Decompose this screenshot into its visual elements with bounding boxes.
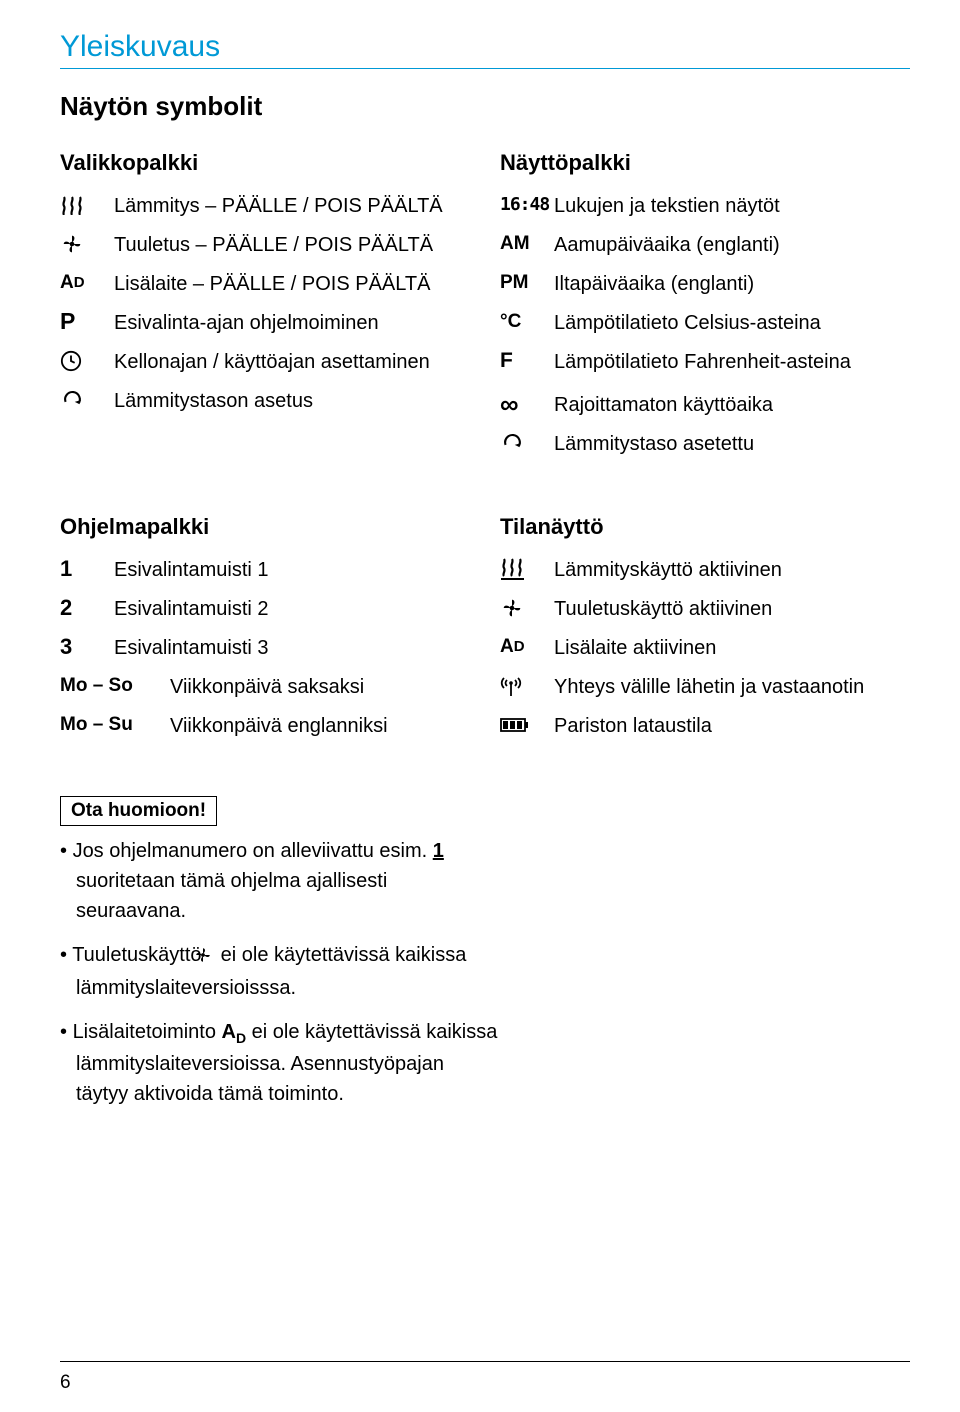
dial-arrow-icon	[500, 430, 554, 456]
ad-symbol: AD	[60, 270, 114, 296]
p-symbol: P	[60, 309, 114, 335]
menu-item-desc: Kellonajan / käyttöajan asettaminen	[114, 348, 470, 377]
status-item-desc: Lisälaite aktiivinen	[554, 634, 910, 663]
program-item-desc: Esivalintamuisti 3	[114, 634, 470, 663]
dial-arrow-icon	[60, 387, 114, 413]
program-item-desc: Esivalintamuisti 2	[114, 595, 470, 624]
section-title: Yleiskuvaus	[60, 30, 910, 69]
mo-su-symbol: Mo – Su	[60, 712, 170, 738]
infinity-symbol: ∞	[500, 391, 554, 417]
display-item-desc: Aamupäiväaika (englanti)	[554, 231, 910, 260]
three-symbol: 3	[60, 634, 114, 660]
display-item-desc: Lukujen ja tekstien näytöt	[554, 192, 910, 221]
menu-item-desc: Lämmitystason asetus	[114, 387, 470, 416]
status-item-desc: Pariston lataustila	[554, 712, 910, 741]
program-item-desc: Viikkonpäivä saksaksi	[170, 673, 470, 702]
note-item: Tuuletuskäyttö ei ole käytettävissä kaik…	[60, 940, 500, 1003]
menu-item-desc: Lämmitys – PÄÄLLE / POIS PÄÄLTÄ	[114, 192, 470, 221]
status-display-column: Tilanäyttö Lämmityskäyttö aktiivinen Tuu…	[500, 514, 910, 751]
note-item: Lisälaitetoiminto AD ei ole käytettäviss…	[60, 1017, 500, 1109]
fan-icon	[60, 231, 114, 257]
status-item-desc: Yhteys välille lähetin ja vastaanotin	[554, 673, 910, 702]
one-symbol: 1	[60, 556, 114, 582]
two-symbol: 2	[60, 595, 114, 621]
display-bar-column: Näyttöpalkki 16:48Lukujen ja tekstien nä…	[500, 150, 910, 469]
pm-symbol: PM	[500, 270, 554, 296]
status-item-desc: Lämmityskäyttö aktiivinen	[554, 556, 910, 585]
display-item-desc: Lämmitystaso asetettu	[554, 430, 910, 459]
celsius-symbol: °C	[500, 309, 554, 335]
seven-seg-icon: 16:48	[500, 192, 554, 218]
heat-waves-icon	[60, 192, 114, 218]
note-label: Ota huomioon!	[60, 796, 217, 826]
note-item: Jos ohjelmanumero on alleviivattu esim. …	[60, 836, 500, 926]
menu-item-desc: Lisälaite – PÄÄLLE / POIS PÄÄLTÄ	[114, 270, 470, 299]
heat-waves-underline-icon	[500, 556, 554, 582]
status-item-desc: Tuuletuskäyttö aktiivinen	[554, 595, 910, 624]
display-item-desc: Iltapäiväaika (englanti)	[554, 270, 910, 299]
row-1: Valikkopalkki Lämmitys – PÄÄLLE / POIS P…	[60, 150, 910, 469]
menu-bar-column: Valikkopalkki Lämmitys – PÄÄLLE / POIS P…	[60, 150, 470, 469]
mo-so-symbol: Mo – So	[60, 673, 170, 699]
display-item-desc: Rajoittamaton käyttöaika	[554, 391, 910, 420]
status-display-heading: Tilanäyttö	[500, 514, 910, 540]
fan-icon	[500, 595, 554, 621]
program-bar-column: Ohjelmapalkki 1Esivalintamuisti 1 2Esiva…	[60, 514, 470, 751]
display-item-desc: Lämpötilatieto Celsius-asteina	[554, 309, 910, 338]
program-item-desc: Viikkonpäivä englanniksi	[170, 712, 470, 741]
am-symbol: AM	[500, 231, 554, 257]
program-item-desc: Esivalintamuisti 1	[114, 556, 470, 585]
display-bar-heading: Näyttöpalkki	[500, 150, 910, 176]
page-number: 6	[60, 1372, 71, 1394]
menu-bar-heading: Valikkopalkki	[60, 150, 470, 176]
ad-symbol: AD	[500, 634, 554, 660]
page-subtitle: Näytön symbolit	[60, 91, 910, 122]
menu-item-desc: Tuuletus – PÄÄLLE / POIS PÄÄLTÄ	[114, 231, 470, 260]
menu-item-desc: Esivalinta-ajan ohjelmoiminen	[114, 309, 470, 338]
notes-section: Ota huomioon! Jos ohjelmanumero on allev…	[60, 796, 500, 1109]
antenna-icon	[500, 673, 554, 699]
footer-rule	[60, 1361, 910, 1362]
fan-icon	[209, 943, 213, 973]
battery-icon	[500, 712, 554, 738]
program-bar-heading: Ohjelmapalkki	[60, 514, 470, 540]
display-item-desc: Lämpötilatieto Fahrenheit-asteina	[554, 348, 910, 377]
fahrenheit-symbol: F	[500, 348, 554, 374]
row-2: Ohjelmapalkki 1Esivalintamuisti 1 2Esiva…	[60, 514, 910, 751]
clock-icon	[60, 348, 114, 374]
